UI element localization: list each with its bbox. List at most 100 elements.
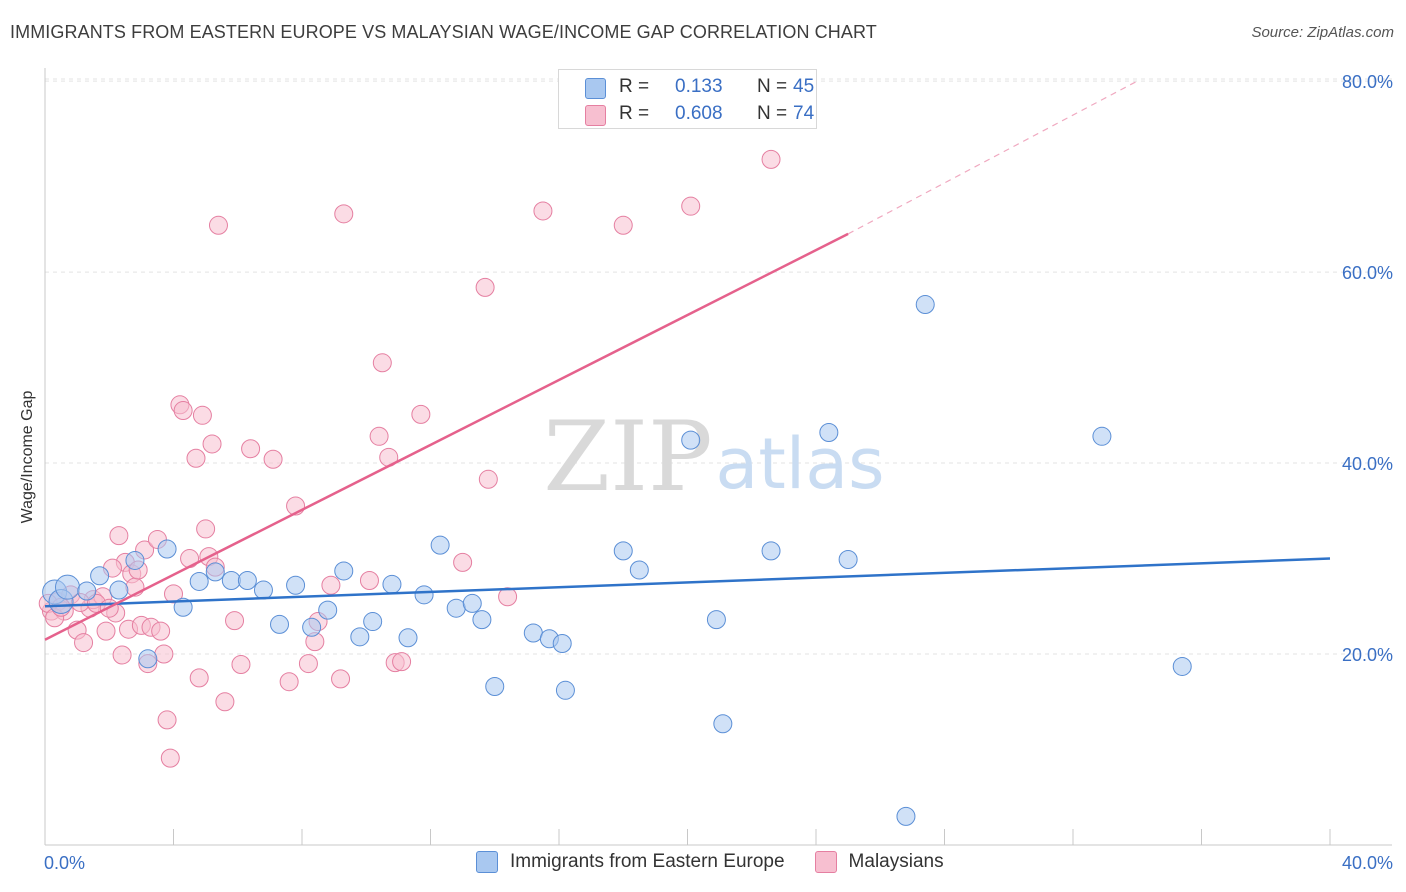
malaysians-point bbox=[202, 434, 222, 454]
malaysians-point bbox=[231, 655, 251, 675]
eastern-europe-point bbox=[173, 597, 193, 617]
grid-lines bbox=[45, 78, 1392, 655]
eastern-europe-point bbox=[1092, 426, 1112, 446]
eastern-europe-point bbox=[523, 623, 543, 643]
malaysians-point bbox=[215, 692, 235, 712]
malaysians-point bbox=[392, 652, 412, 672]
eastern-europe-point bbox=[915, 295, 935, 315]
r-label: R = bbox=[619, 76, 650, 97]
y-tick-label: 20.0% bbox=[1342, 645, 1393, 665]
malaysians-point bbox=[761, 149, 781, 169]
y-tick-label: 80.0% bbox=[1342, 72, 1393, 92]
eastern-europe-point bbox=[350, 627, 370, 647]
trend-lines bbox=[44, 80, 1331, 641]
eastern-europe-point bbox=[334, 561, 354, 581]
malaysians-point bbox=[157, 710, 177, 730]
malaysians-point bbox=[189, 668, 209, 688]
n-label: N = bbox=[757, 76, 788, 97]
eastern-europe-point bbox=[138, 649, 158, 669]
eastern-europe-point bbox=[706, 610, 726, 630]
stats-swatch-blue bbox=[585, 78, 606, 99]
stats-swatch-pink bbox=[585, 105, 606, 126]
legend-swatch-pink bbox=[814, 851, 837, 873]
stats-legend: R = 0.133 N = 45 R = 0.608 N = 74 bbox=[558, 69, 817, 129]
malaysians-point bbox=[263, 449, 283, 469]
chart-title: IMMIGRANTS FROM EASTERN EUROPE VS MALAYS… bbox=[10, 22, 877, 42]
eastern-europe-point bbox=[1172, 656, 1192, 676]
x-tick-label: 40.0% bbox=[1342, 853, 1393, 873]
malaysians-point bbox=[478, 469, 498, 489]
eastern-europe-point bbox=[286, 575, 306, 595]
r-value: 0.133 bbox=[675, 76, 723, 97]
malaysians-point bbox=[208, 215, 228, 235]
malaysians-point bbox=[681, 196, 701, 216]
eastern-europe-point bbox=[681, 430, 701, 450]
malaysians-point bbox=[475, 277, 495, 297]
malaysians-point bbox=[192, 405, 212, 425]
eastern-europe-point bbox=[90, 566, 110, 586]
n-value: 45 bbox=[793, 76, 815, 97]
eastern-europe-point bbox=[318, 600, 338, 620]
malaysians-trend-extension bbox=[847, 80, 1138, 235]
malaysians-point bbox=[154, 644, 174, 664]
eastern-europe-point bbox=[237, 570, 257, 590]
malaysians-point bbox=[613, 215, 633, 235]
watermark-zip: ZIP bbox=[543, 401, 712, 513]
malaysians-trend-line bbox=[44, 232, 849, 641]
eastern-europe-point bbox=[77, 581, 97, 601]
malaysians-point bbox=[225, 611, 245, 631]
malaysians-point bbox=[160, 748, 180, 768]
legend-swatch-blue bbox=[476, 851, 498, 873]
malaysians-point bbox=[453, 552, 473, 572]
eastern-europe-point bbox=[462, 593, 482, 613]
eastern-europe-point bbox=[896, 806, 916, 826]
eastern-europe-point bbox=[221, 570, 241, 590]
axes bbox=[44, 68, 1392, 846]
watermark: ZIP atlas bbox=[543, 401, 884, 513]
eastern-europe-trend-line bbox=[44, 557, 1331, 608]
eastern-europe-point bbox=[414, 585, 434, 605]
eastern-europe-point bbox=[629, 560, 649, 580]
eastern-europe-point bbox=[713, 714, 733, 734]
malaysians-point bbox=[279, 672, 299, 692]
malaysians-point bbox=[186, 448, 206, 468]
eastern-europe-point bbox=[253, 580, 273, 600]
tick-labels: 20.0% 40.0% 60.0% 80.0% 0.0% 40.0% bbox=[44, 72, 1393, 873]
malaysians-point bbox=[173, 401, 193, 421]
malaysians-point bbox=[96, 621, 116, 641]
eastern-europe-point bbox=[472, 610, 492, 630]
eastern-europe-point bbox=[382, 574, 402, 594]
eastern-europe-point bbox=[270, 614, 290, 634]
legend-label: Malaysians bbox=[848, 851, 944, 872]
r-label: R = bbox=[619, 103, 650, 124]
legend-item-eastern-europe[interactable]: Immigrants from Eastern Europe bbox=[476, 851, 785, 873]
malaysians-point bbox=[112, 645, 132, 665]
malaysians-point bbox=[372, 353, 392, 373]
malaysians-point bbox=[359, 570, 379, 590]
x-tick-label: 0.0% bbox=[44, 853, 85, 873]
n-label: N = bbox=[757, 103, 788, 124]
eastern-europe-point bbox=[552, 634, 572, 654]
y-tick-label: 60.0% bbox=[1342, 263, 1393, 283]
malaysians-point bbox=[164, 584, 183, 604]
malaysians-point bbox=[533, 201, 553, 221]
eastern-europe-point bbox=[446, 598, 466, 618]
eastern-europe-point bbox=[838, 549, 858, 569]
eastern-europe-point bbox=[54, 574, 80, 600]
eastern-europe-point bbox=[109, 580, 129, 600]
eastern-europe-point bbox=[819, 422, 839, 442]
malaysians-point bbox=[321, 575, 341, 595]
eastern-europe-point bbox=[205, 562, 225, 582]
eastern-europe-point bbox=[613, 541, 633, 561]
malaysians-points bbox=[38, 149, 781, 768]
malaysians-point bbox=[369, 426, 389, 446]
legend-item-malaysians[interactable]: Malaysians bbox=[814, 851, 944, 873]
malaysians-point bbox=[109, 526, 129, 546]
bottom-legend: Immigrants from Eastern Europe Malaysian… bbox=[476, 851, 974, 873]
n-value: 74 bbox=[793, 103, 815, 124]
malaysians-point bbox=[74, 633, 94, 653]
watermark-atlas: atlas bbox=[715, 423, 884, 505]
eastern-europe-point bbox=[555, 680, 575, 700]
eastern-europe-point bbox=[302, 617, 322, 637]
